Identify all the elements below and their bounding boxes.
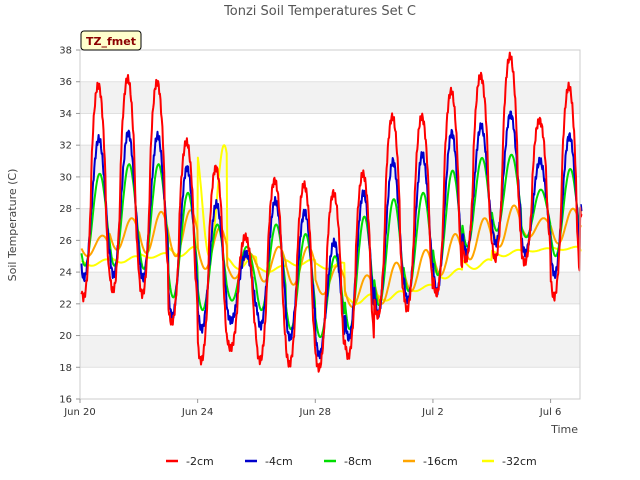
y-tick-label: 20 [59, 331, 72, 342]
badge-label: TZ_fmet [86, 35, 136, 48]
series-line-minus-2cm [80, 51, 583, 373]
legend: -2cm -4cm -8cm -16cm -32cm [166, 455, 537, 468]
y-axis-label: Soil Temperature (C) [6, 169, 19, 282]
y-tick-label: 32 [59, 141, 72, 152]
x-tick-label: Jun 24 [181, 407, 214, 418]
series-lines [80, 51, 583, 373]
station-badge: TZ_fmet [80, 30, 142, 51]
x-tick-label: Jul 2 [421, 407, 444, 418]
y-tick-label: 22 [59, 299, 72, 310]
legend-label: -2cm [186, 455, 214, 468]
x-tick-label: Jun 28 [299, 407, 332, 418]
legend-label: -8cm [344, 455, 372, 468]
y-tick-label: 24 [59, 268, 72, 279]
legend-label: -16cm [423, 455, 458, 468]
y-tick-label: 34 [59, 109, 72, 120]
y-tick-label: 16 [59, 395, 72, 406]
y-axis-ticks: 16 18 20 22 24 26 28 30 32 34 36 38 [59, 46, 80, 406]
x-tick-label: Jul 6 [539, 407, 562, 418]
y-tick-label: 18 [59, 363, 72, 374]
y-tick-label: 30 [59, 172, 72, 183]
x-axis-label: Time [550, 423, 578, 436]
x-tick-label: Jun 20 [63, 407, 96, 418]
y-tick-label: 28 [59, 204, 72, 215]
y-tick-label: 36 [59, 77, 72, 88]
y-tick-label: 26 [59, 236, 72, 247]
legend-label: -4cm [265, 455, 293, 468]
y-tick-label: 38 [59, 46, 72, 57]
chart-title: Tonzi Soil Temperatures Set C [223, 4, 416, 19]
plot-frame [79, 49, 581, 400]
grid-band [80, 335, 580, 368]
x-axis-ticks: Jun 20 Jun 24 Jun 28 Jul 2 Jul 6 [63, 399, 561, 418]
grid-band [80, 81, 580, 114]
legend-label: -32cm [502, 455, 537, 468]
badge-box [80, 30, 142, 51]
